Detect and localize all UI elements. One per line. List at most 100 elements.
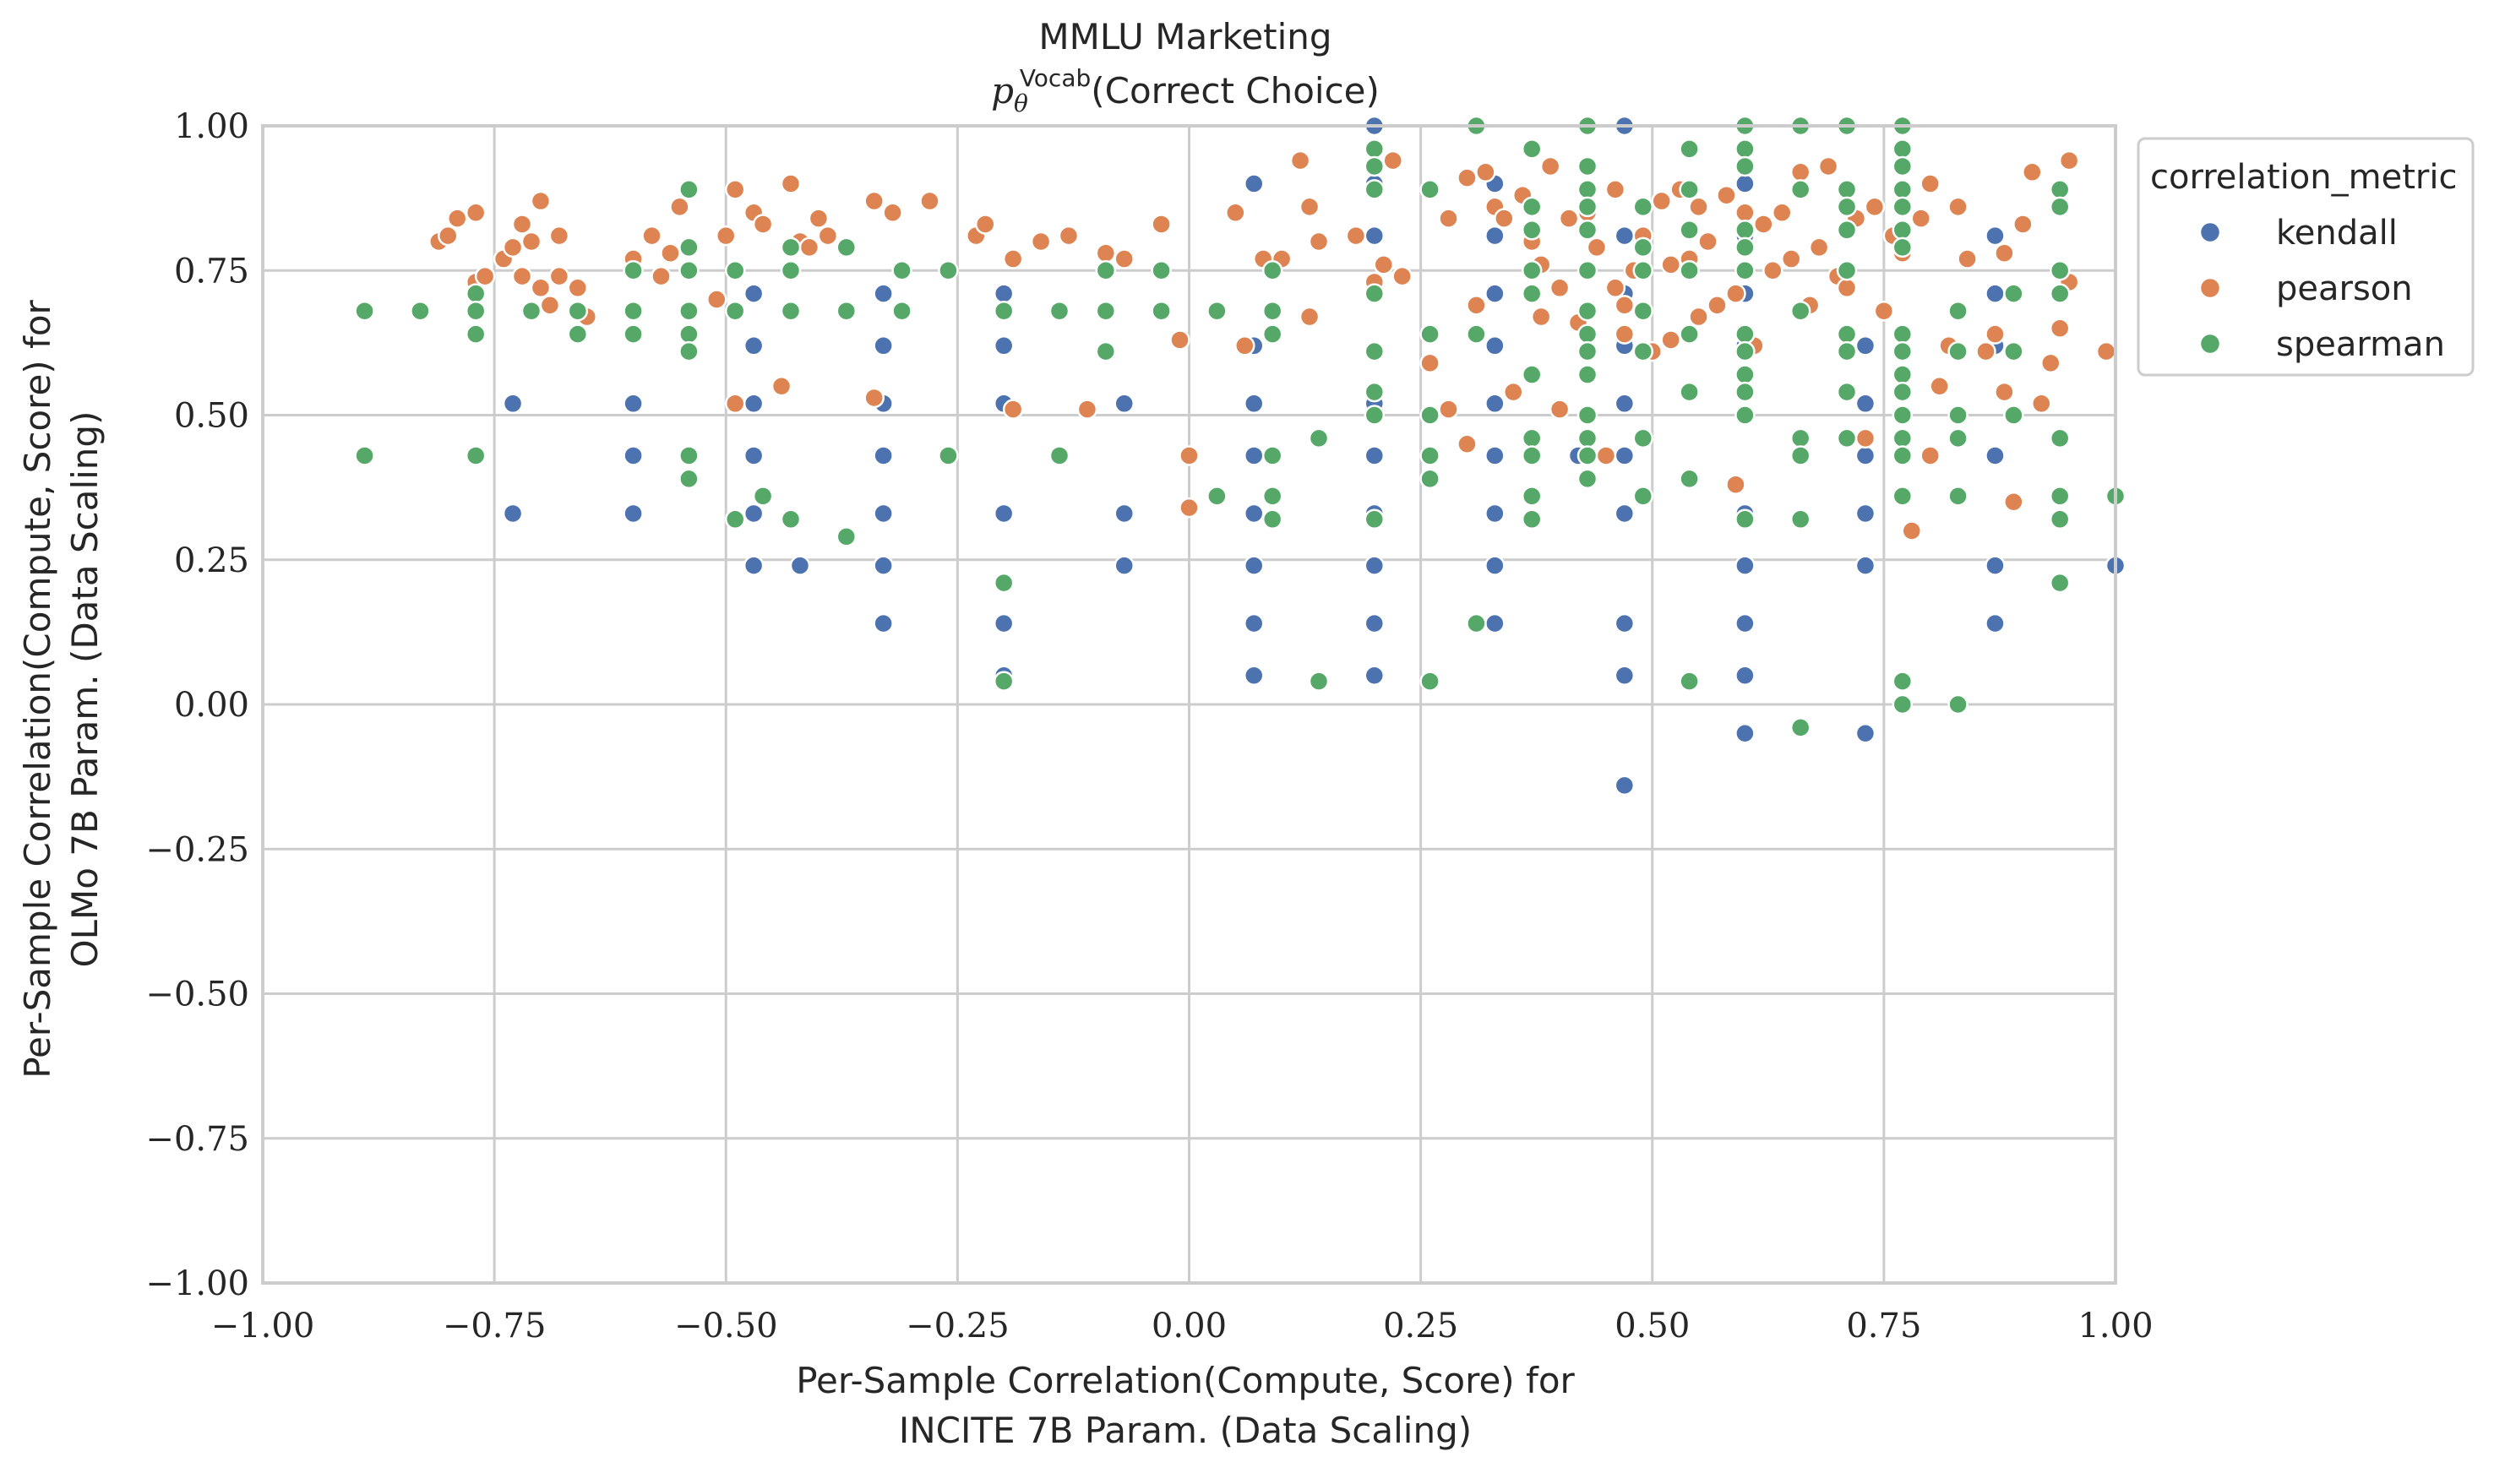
pearson-point: [1873, 300, 1895, 322]
spearman-point: [1095, 300, 1117, 322]
spearman-point: [1892, 220, 1914, 241]
spearman-point: [1679, 220, 1700, 241]
kendall-point: [1614, 612, 1636, 634]
y-axis-label-line2-wrap: OLMo 7B Param. (Data Scaling): [64, 411, 106, 968]
kendall-point: [1614, 665, 1636, 686]
pearson-point: [502, 236, 524, 258]
spearman-point: [780, 508, 802, 530]
pearson-point: [1901, 520, 1923, 541]
series-pearson: [428, 149, 2117, 541]
spearman-point: [1576, 364, 1598, 385]
pearson-point: [1308, 231, 1330, 253]
pearson-point: [520, 231, 542, 253]
pearson-point: [2049, 318, 2071, 339]
pearson-point: [1549, 399, 1571, 420]
chart-subtitle: pθVocab(Correct Choice): [991, 64, 1380, 117]
spearman-point: [1419, 468, 1440, 490]
pearson-point: [2095, 340, 2117, 362]
kendall-point: [1364, 225, 1386, 247]
spearman-point: [410, 300, 431, 322]
x-tick-label: 0.25: [1383, 1307, 1458, 1345]
spearman-point: [1151, 260, 1172, 281]
x-axis-label-line1: Per-Sample Correlation(Compute, Score) f…: [796, 1360, 1575, 1401]
legend-marker-spearman: [2198, 332, 2222, 356]
pearson-point: [2022, 161, 2043, 183]
spearman-point: [1521, 508, 1543, 530]
spearman-point: [1892, 179, 1914, 200]
y-tick-label: −0.50: [145, 976, 249, 1014]
pearson-point: [1503, 381, 1524, 403]
kendall-point: [1244, 173, 1265, 194]
spearman-point: [1576, 196, 1598, 218]
x-tick-label: 0.00: [1152, 1307, 1227, 1345]
spearman-point: [1892, 693, 1914, 715]
spearman-point: [1364, 381, 1386, 403]
spearman-point: [1836, 340, 1858, 362]
spearman-point: [1048, 300, 1070, 322]
spearman-point: [1364, 283, 1386, 304]
spearman-point: [1947, 405, 1969, 426]
x-tick-label: −0.25: [906, 1307, 1010, 1345]
pearson-point: [1975, 340, 1996, 362]
legend-label-kendall: kendall: [2276, 214, 2398, 253]
pearson-point: [780, 173, 802, 194]
spearman-point: [678, 179, 700, 200]
spearman-point: [1576, 300, 1598, 322]
y-tick-label: 0.50: [174, 397, 249, 436]
spearman-point: [1364, 155, 1386, 177]
pearson-point: [1614, 295, 1636, 316]
pearson-point: [1734, 202, 1756, 223]
spearman-point: [1679, 468, 1700, 490]
spearman-point: [567, 300, 589, 322]
pearson-point: [1345, 225, 1367, 247]
pearson-point: [660, 242, 681, 264]
kendall-point: [502, 503, 524, 525]
pearson-point: [863, 190, 885, 212]
spearman-point: [2049, 196, 2071, 218]
pearson-point: [567, 277, 589, 299]
spearman-point: [465, 445, 487, 466]
kendall-point: [623, 503, 644, 525]
pearson-point: [530, 277, 552, 299]
spearman-point: [1466, 323, 1487, 345]
spearman-point: [2049, 427, 2071, 449]
kendall-point: [1734, 723, 1756, 744]
subtitle-theta: θ: [1014, 90, 1028, 117]
spearman-point: [836, 236, 858, 258]
kendall-point: [1484, 335, 1506, 356]
spearman-point: [724, 260, 746, 281]
kendall-point: [1985, 283, 2006, 304]
y-tick-label: −1.00: [145, 1264, 249, 1303]
spearman-point: [1576, 445, 1598, 466]
pearson-point: [1753, 214, 1774, 235]
pearson-point: [447, 208, 468, 229]
pearson-point: [1725, 283, 1746, 304]
pearson-point: [863, 387, 885, 409]
data-points: [354, 115, 2126, 796]
spearman-point: [1364, 139, 1386, 160]
kendall-point: [1484, 445, 1506, 466]
spearman-point: [678, 323, 700, 345]
spearman-point: [465, 323, 487, 345]
spearman-point: [752, 486, 774, 507]
pearson-point: [548, 265, 570, 287]
kendall-point: [1614, 503, 1636, 525]
legend-items: kendall pearson spearman: [2198, 214, 2445, 364]
x-tick-label: −1.00: [211, 1307, 315, 1345]
spearman-point: [1789, 179, 1811, 200]
pearson-point: [465, 202, 487, 223]
kendall-point: [1614, 775, 1636, 796]
y-tick-label: 0.75: [174, 252, 249, 291]
spearman-point: [678, 340, 700, 362]
pearson-point: [771, 376, 792, 397]
kendall-point: [993, 283, 1015, 304]
spearman-point: [1734, 323, 1756, 345]
spearman-point: [938, 260, 959, 281]
pearson-point: [808, 208, 830, 229]
pearson-point: [1002, 399, 1024, 420]
spearman-point: [1419, 671, 1440, 692]
kendall-point: [1614, 393, 1636, 415]
pearson-point: [1438, 399, 1459, 420]
pearson-point: [511, 265, 533, 287]
